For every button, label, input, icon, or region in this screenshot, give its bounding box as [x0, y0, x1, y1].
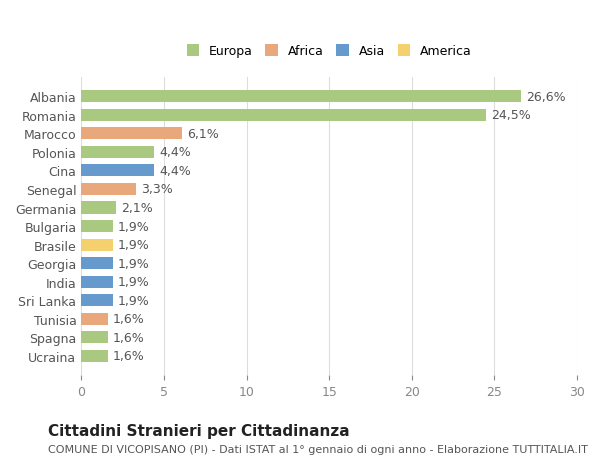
Bar	[81, 91, 521, 103]
Text: 4,4%: 4,4%	[159, 146, 191, 159]
Text: 2,1%: 2,1%	[121, 202, 152, 214]
Text: 1,6%: 1,6%	[113, 313, 145, 325]
Bar	[81, 257, 113, 269]
Bar	[81, 295, 113, 307]
Text: 1,9%: 1,9%	[118, 220, 149, 233]
Text: 1,6%: 1,6%	[113, 349, 145, 363]
Text: 3,3%: 3,3%	[141, 183, 172, 196]
Text: 6,1%: 6,1%	[187, 128, 219, 140]
Bar	[81, 220, 113, 233]
Bar	[81, 128, 182, 140]
Text: 1,9%: 1,9%	[118, 239, 149, 252]
Legend: Europa, Africa, Asia, America: Europa, Africa, Asia, America	[187, 45, 472, 58]
Text: 4,4%: 4,4%	[159, 165, 191, 178]
Text: 1,9%: 1,9%	[118, 294, 149, 307]
Bar	[81, 276, 113, 288]
Bar	[81, 146, 154, 159]
Text: 26,6%: 26,6%	[526, 91, 565, 104]
Bar	[81, 184, 136, 196]
Text: 1,9%: 1,9%	[118, 257, 149, 270]
Bar	[81, 350, 107, 362]
Bar	[81, 239, 113, 251]
Bar	[81, 202, 116, 214]
Bar	[81, 331, 107, 343]
Bar	[81, 165, 154, 177]
Bar	[81, 313, 107, 325]
Text: 24,5%: 24,5%	[491, 109, 531, 122]
Bar	[81, 110, 486, 122]
Text: 1,9%: 1,9%	[118, 275, 149, 288]
Text: 1,6%: 1,6%	[113, 331, 145, 344]
Text: COMUNE DI VICOPISANO (PI) - Dati ISTAT al 1° gennaio di ogni anno - Elaborazione: COMUNE DI VICOPISANO (PI) - Dati ISTAT a…	[48, 444, 588, 454]
Text: Cittadini Stranieri per Cittadinanza: Cittadini Stranieri per Cittadinanza	[48, 423, 350, 438]
